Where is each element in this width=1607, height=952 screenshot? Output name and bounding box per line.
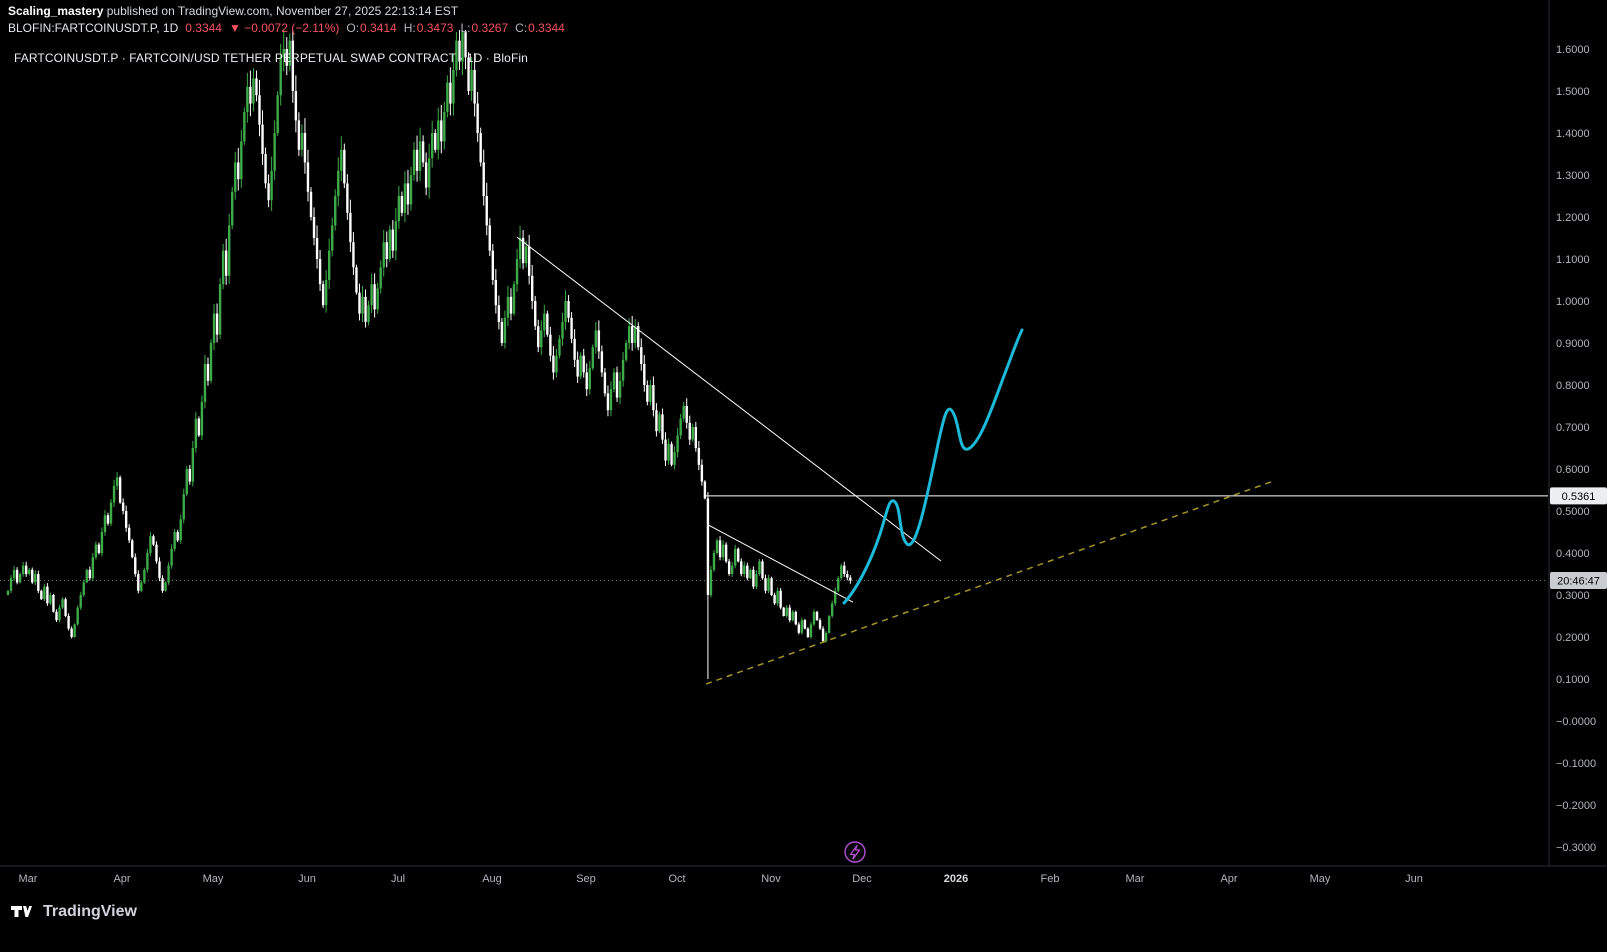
price-axis[interactable]: 1.6000 1.5000 1.4000 1.3000 1.2000 1.1000 1.00… <box>1556 44 1596 854</box>
author-name: Scaling_mastery <box>8 4 104 18</box>
svg-text:Jul: Jul <box>391 873 405 885</box>
svg-text:20:46:47: 20:46:47 <box>1557 576 1600 588</box>
ohlc-close: C: 0.3344 <box>515 21 565 35</box>
svg-text:0.8000: 0.8000 <box>1556 380 1590 392</box>
svg-text:1.0000: 1.0000 <box>1556 296 1590 308</box>
trendline-descending-major[interactable] <box>516 236 942 562</box>
symbol-status-line: BLOFIN:FARTCOINUSDT.P, 1D 0.3344 ▼ −0.00… <box>8 21 565 35</box>
svg-text:0.3000: 0.3000 <box>1556 590 1590 602</box>
svg-text:0.5361: 0.5361 <box>1562 491 1596 503</box>
svg-text:Dec: Dec <box>852 873 872 885</box>
svg-text:1.5000: 1.5000 <box>1556 86 1590 98</box>
svg-text:0.2000: 0.2000 <box>1556 632 1590 644</box>
ascending-support-dashed[interactable] <box>705 480 1274 685</box>
svg-text:Apr: Apr <box>1220 873 1237 885</box>
svg-text:2026: 2026 <box>944 873 968 885</box>
svg-text:−0.2000: −0.2000 <box>1556 800 1596 812</box>
svg-text:Jun: Jun <box>298 873 316 885</box>
symbol-name: BLOFIN:FARTCOINUSDT.P, 1D <box>8 21 179 35</box>
svg-text:Oct: Oct <box>668 873 685 885</box>
tradingview-logo[interactable]: TradingView <box>9 899 137 924</box>
svg-text:0.9000: 0.9000 <box>1556 338 1590 350</box>
svg-text:Aug: Aug <box>482 873 502 885</box>
trendline-descending-minor[interactable] <box>707 524 854 603</box>
svg-text:0.4000: 0.4000 <box>1556 548 1590 560</box>
svg-text:Apr: Apr <box>113 873 130 885</box>
svg-text:Feb: Feb <box>1041 873 1060 885</box>
svg-text:1.2000: 1.2000 <box>1556 212 1590 224</box>
svg-text:1.4000: 1.4000 <box>1556 128 1590 140</box>
tradingview-logo-icon <box>11 906 32 917</box>
svg-text:−0.1000: −0.1000 <box>1556 758 1596 770</box>
svg-text:May: May <box>1310 873 1331 885</box>
event-lightning-icon[interactable] <box>844 841 866 863</box>
svg-text:Mar: Mar <box>1126 873 1145 885</box>
svg-text:1.6000: 1.6000 <box>1556 44 1590 56</box>
tradingview-logo-text: TradingView <box>43 902 137 920</box>
svg-text:−0.3000: −0.3000 <box>1556 842 1596 854</box>
svg-text:Sep: Sep <box>576 873 596 885</box>
byline: Scaling_mastery published on TradingView… <box>8 4 458 18</box>
price-change: ▼ −0.0072 (−2.11%) <box>228 21 340 35</box>
ohlc-open: O: 0.3414 <box>346 21 397 35</box>
byline-text: published on TradingView.com, November 2… <box>103 4 459 18</box>
ohlc-low: L: 0.3267 <box>460 21 509 35</box>
svg-text:0.5000: 0.5000 <box>1556 506 1590 518</box>
last-price: 0.3344 <box>185 21 222 35</box>
svg-text:0.6000: 0.6000 <box>1556 464 1590 476</box>
svg-text:1.1000: 1.1000 <box>1556 254 1590 266</box>
time-axis[interactable]: Mar Apr May Jun Jul Aug Sep Oct Nov Dec 2026 Feb Mar… <box>19 873 1423 885</box>
svg-text:−0.0000: −0.0000 <box>1556 716 1596 728</box>
svg-text:Jun: Jun <box>1405 873 1423 885</box>
svg-text:Nov: Nov <box>761 873 781 885</box>
chart-legend[interactable]: FARTCOINUSDT.P · FARTCOIN/USD TETHER PER… <box>14 51 528 65</box>
candles-layer <box>6 30 852 679</box>
price-axis-badge: 20:46:47 <box>1550 572 1607 590</box>
ohlc-high: H: 0.3473 <box>403 21 454 35</box>
svg-text:0.1000: 0.1000 <box>1556 674 1590 686</box>
projection-curve[interactable] <box>842 328 1024 605</box>
svg-text:1.3000: 1.3000 <box>1556 170 1590 182</box>
svg-text:May: May <box>203 873 224 885</box>
svg-text:0.7000: 0.7000 <box>1556 422 1590 434</box>
price-axis-badge: 0.5361 <box>1550 487 1607 505</box>
svg-text:Mar: Mar <box>19 873 38 885</box>
